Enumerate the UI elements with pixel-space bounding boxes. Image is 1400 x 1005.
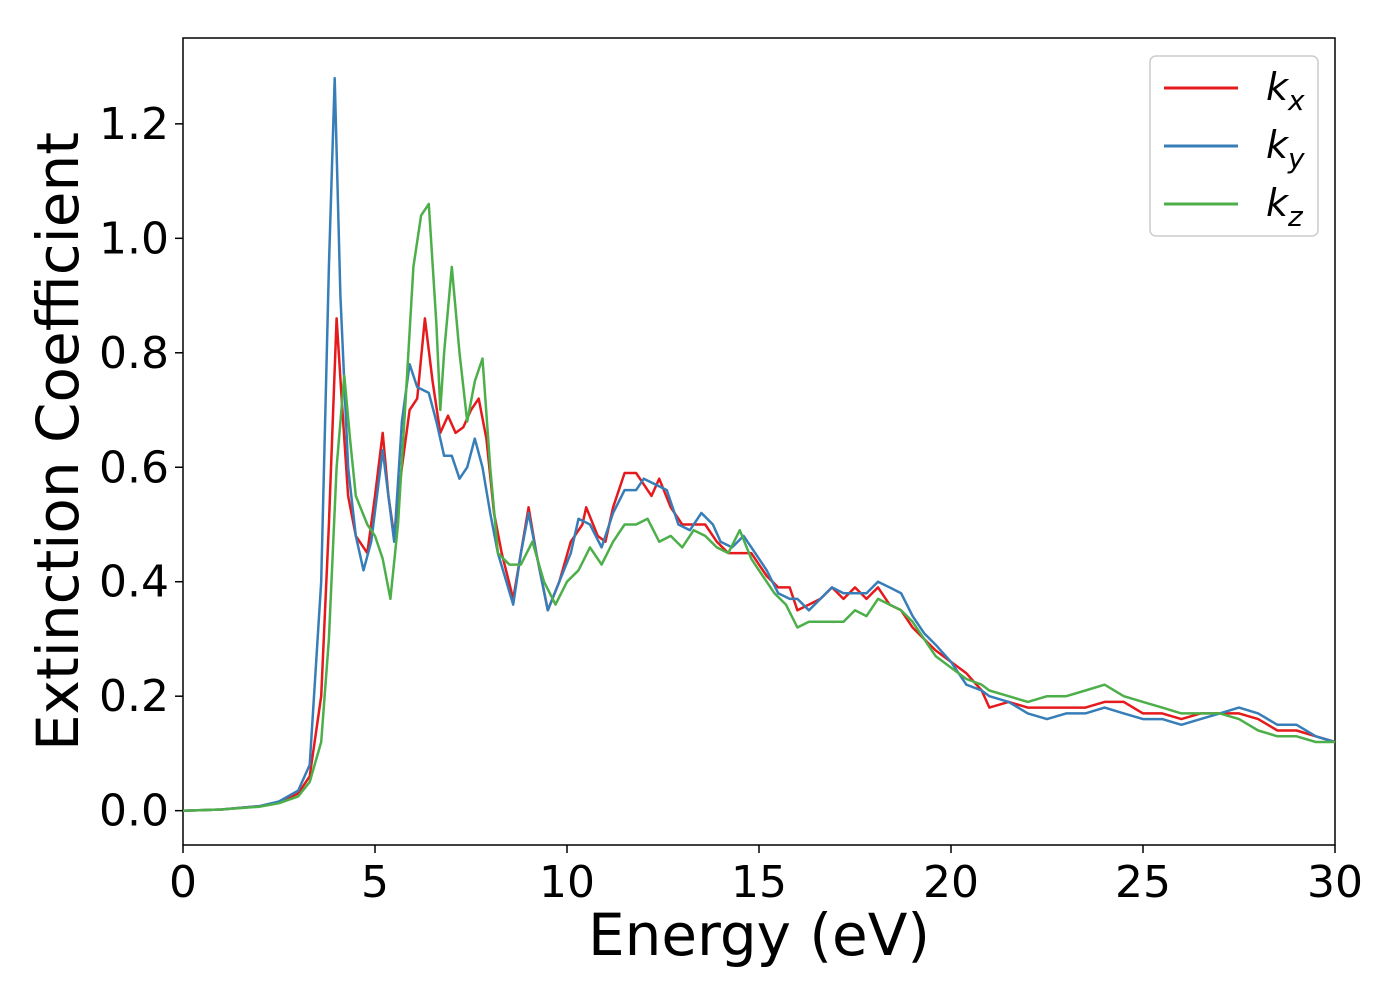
series-line-kz	[182, 202, 1335, 812]
x-tick-label: 20	[923, 857, 979, 908]
x-tick-label: 25	[1115, 857, 1171, 908]
x-axis: 0 5 10 15 20 25 30	[169, 845, 1363, 908]
y-tick-label: 1.0	[99, 213, 169, 264]
x-axis-label: Energy (eV)	[588, 901, 930, 969]
y-axis: 0.0 0.2 0.4 0.6 0.8 1.0 1.2	[99, 99, 183, 837]
series-line-ky	[182, 76, 1336, 812]
y-tick-label: 0.2	[99, 671, 169, 722]
x-tick-label: 0	[169, 857, 197, 908]
x-tick-label: 5	[361, 857, 389, 908]
x-tick-label: 30	[1307, 857, 1363, 908]
y-tick-label: 0.0	[99, 786, 169, 837]
series-line-kx	[182, 317, 1336, 812]
x-tick-label: 10	[539, 857, 595, 908]
y-tick-label: 0.6	[99, 442, 169, 493]
series-layer	[182, 76, 1336, 812]
x-tick-label: 15	[731, 857, 787, 908]
y-tick-label: 0.8	[99, 328, 169, 379]
y-axis-label: Extinction Coefficient	[24, 132, 92, 751]
y-tick-label: 1.2	[99, 99, 169, 150]
y-tick-label: 0.4	[99, 557, 169, 608]
